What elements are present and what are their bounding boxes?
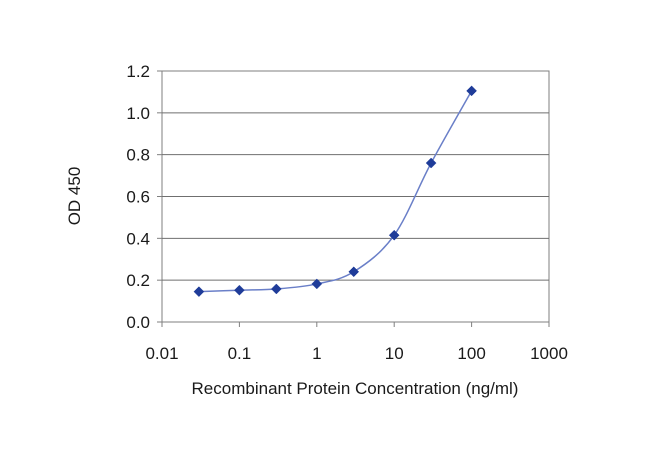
data-point-marker — [270, 283, 282, 295]
y-axis-title: OD 450 — [65, 167, 84, 226]
x-axis-title: Recombinant Protein Concentration (ng/ml… — [192, 379, 519, 398]
x-tick-label: 100 — [457, 344, 485, 363]
grid-lines — [162, 112, 549, 281]
data-point-marker — [311, 278, 323, 290]
y-tick-label: 0.2 — [126, 271, 150, 290]
series-group — [193, 85, 477, 298]
x-tick-label: 1 — [312, 344, 321, 363]
x-tick-label: 10 — [385, 344, 404, 363]
data-point-marker — [425, 157, 437, 169]
x-tick-label: 0.01 — [145, 344, 178, 363]
data-point-marker — [388, 229, 400, 241]
y-axis-ticks: 0.0 0.2 0.4 0.6 0.8 1.0 1.2 — [126, 62, 162, 332]
x-tick-label: 1000 — [530, 344, 568, 363]
y-tick-label: 0.8 — [126, 146, 150, 165]
x-tick-label: 0.1 — [228, 344, 252, 363]
y-tick-label: 1.2 — [126, 62, 150, 81]
y-tick-label: 0.4 — [126, 229, 150, 248]
y-tick-label: 1.0 — [126, 104, 150, 123]
x-axis-ticks: 0.01 0.1 1 10 100 1000 — [145, 322, 568, 363]
data-point-marker — [193, 286, 205, 298]
y-tick-label: 0.6 — [126, 188, 150, 207]
data-point-marker — [348, 266, 360, 278]
data-point-marker — [466, 85, 477, 97]
y-tick-label: 0.0 — [126, 313, 150, 332]
data-point-marker — [234, 284, 245, 296]
